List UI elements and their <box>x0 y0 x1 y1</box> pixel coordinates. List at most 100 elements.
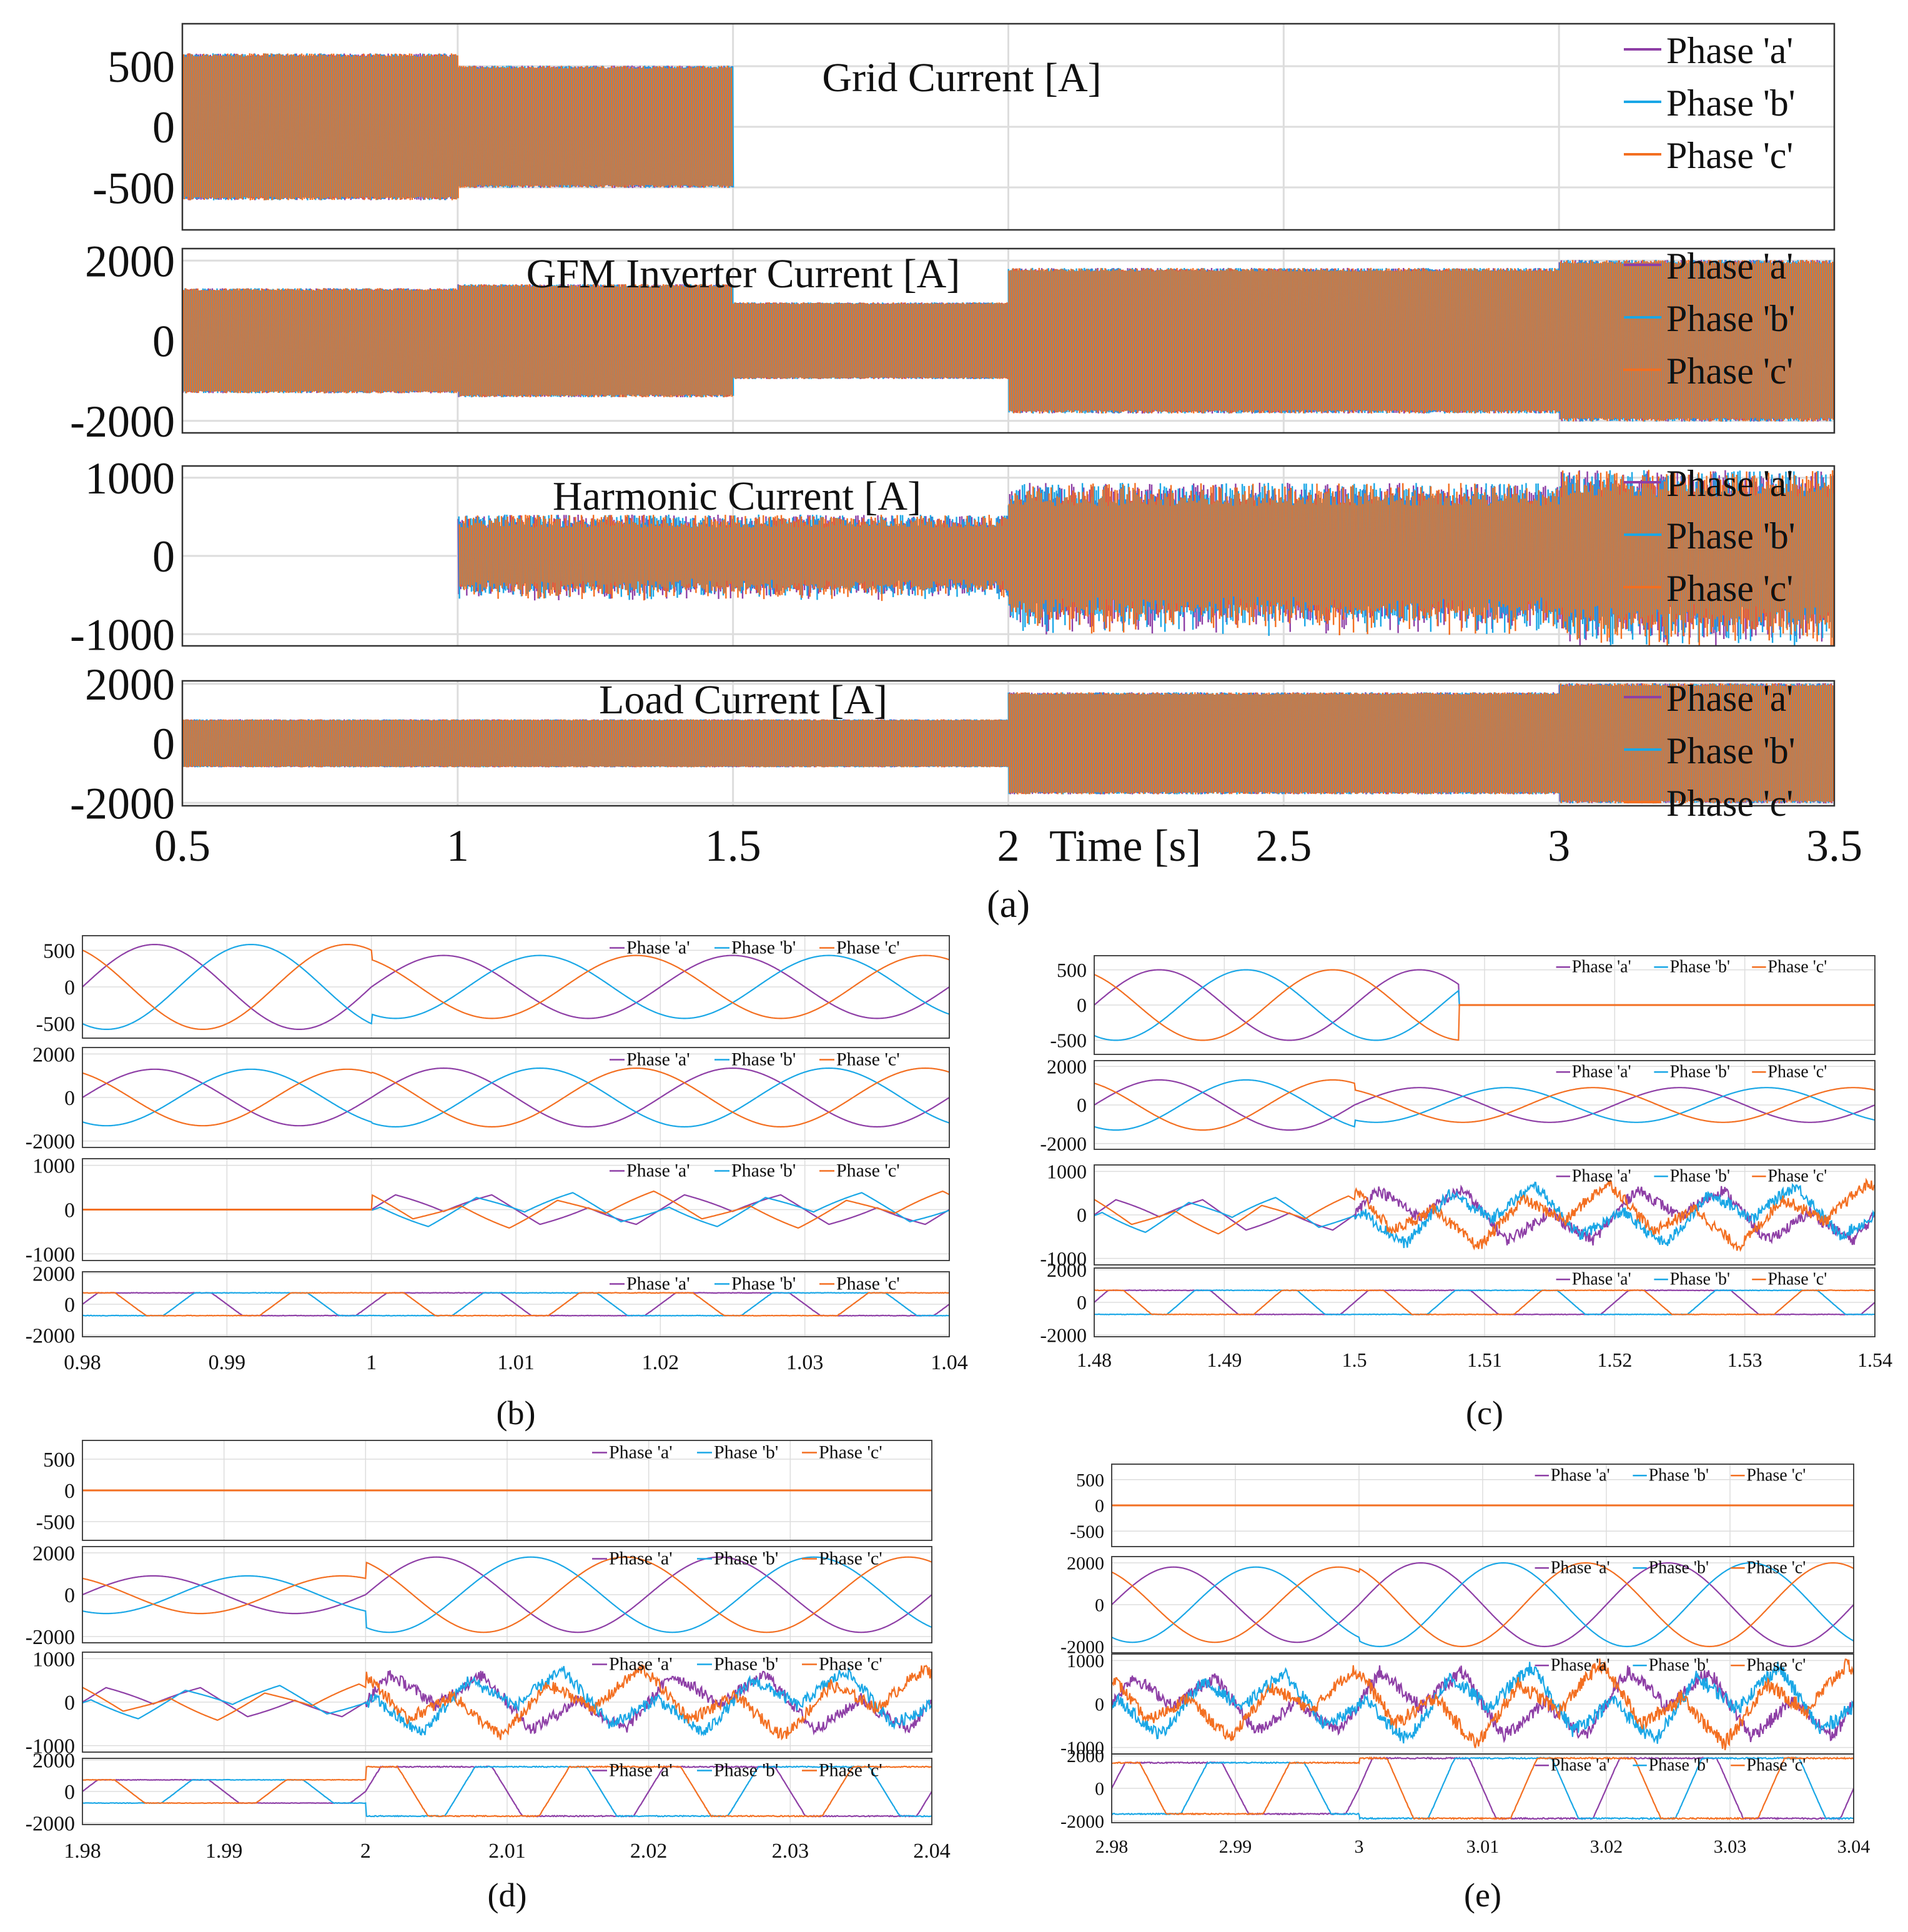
y-tick-label: 500 <box>43 939 75 963</box>
legend-label-a: Phase 'a' <box>1666 463 1793 504</box>
legend-label-b: Phase 'b' <box>1649 1558 1709 1578</box>
legend-label-a: Phase 'a' <box>1666 30 1793 71</box>
y-tick-label: -1000 <box>26 1243 75 1266</box>
x-tick-label: 3.01 <box>1466 1836 1500 1857</box>
subplot-title: Grid Current [A] <box>822 55 1101 101</box>
series-phase-a <box>1094 1289 1875 1315</box>
series-phase-c <box>82 1292 949 1317</box>
y-tick-label: 2000 <box>85 660 175 710</box>
y-tick-label: 0 <box>64 1087 75 1110</box>
y-tick-label: 500 <box>1057 959 1087 981</box>
y-tick-label: 0 <box>64 1480 75 1503</box>
x-tick-label: 3.5 <box>1806 821 1862 871</box>
y-tick-label: 0 <box>152 317 175 367</box>
legend-label-b: Phase 'b' <box>1670 1063 1730 1082</box>
legend-label-a: Phase 'a' <box>1551 1656 1610 1675</box>
y-tick-label: 2000 <box>1047 1259 1087 1281</box>
y-tick-label: 1000 <box>1047 1161 1087 1183</box>
panel-b-subplot-2: 1000 0 -1000 Phase 'a' Phase 'b' Phase 'c' <box>26 1155 950 1266</box>
legend-label-b: Phase 'b' <box>1666 515 1796 557</box>
legend-label-b: Phase 'b' <box>714 1654 778 1675</box>
series-phase-c <box>82 944 949 1030</box>
panel-a-subplot-1: 2000 0 -2000 GFM Inverter Current [A] Phase … <box>70 236 1836 447</box>
y-tick-label: 1000 <box>32 1648 75 1671</box>
axes-frame <box>82 1047 950 1148</box>
legend-label-b: Phase 'b' <box>731 1049 796 1070</box>
x-axis-label: Time [s] <box>1049 821 1201 871</box>
y-tick-label: 0 <box>1077 1094 1087 1116</box>
legend-label-c: Phase 'c' <box>1767 1063 1827 1082</box>
axes-frame <box>181 680 1836 807</box>
waveforms <box>182 259 1834 422</box>
waveforms <box>82 1292 949 1317</box>
waveforms <box>82 1556 932 1633</box>
waveforms <box>1112 1756 1854 1821</box>
legend-label-a: Phase 'a' <box>626 1049 690 1070</box>
y-tick-label: 2000 <box>85 236 175 286</box>
series-phase-b <box>82 944 949 1030</box>
series-phase-b <box>1112 1662 1854 1744</box>
series-phase-b <box>82 1666 932 1736</box>
y-tick-label: 0 <box>64 1199 75 1222</box>
axes-frame <box>82 1271 950 1337</box>
legend-label-c: Phase 'c' <box>836 1049 900 1070</box>
x-tick-label: 1.54 <box>1857 1349 1892 1371</box>
panel-b-subplot-3: 2000 0 -2000 Phase 'a' Phase 'b' Phase 'c' <box>26 1262 950 1347</box>
legend-label-c: Phase 'c' <box>1746 1756 1806 1775</box>
axes-frame <box>82 1440 932 1541</box>
y-tick-label: -1000 <box>1060 1738 1104 1758</box>
legend-label-a: Phase 'a' <box>1666 245 1793 287</box>
series-phase-a <box>82 1292 949 1317</box>
axes-frame <box>82 1758 932 1825</box>
x-tick-label: 2.03 <box>772 1840 809 1863</box>
y-tick-label: -500 <box>1050 1029 1087 1052</box>
y-tick-label: 2000 <box>32 1542 75 1565</box>
subplot-title: GFM Inverter Current [A] <box>526 251 961 297</box>
series-phase-c <box>183 53 733 201</box>
legend-label-c: Phase 'c' <box>836 1161 900 1181</box>
series-phase-b <box>1094 1181 1875 1249</box>
series-phase-a <box>1112 1756 1854 1820</box>
y-tick-label: 500 <box>43 1449 75 1472</box>
legend-label-b: Phase 'b' <box>731 1274 796 1294</box>
x-tick-label: 1.52 <box>1597 1349 1632 1371</box>
series-phase-c <box>458 470 1834 646</box>
legend-label-a: Phase 'a' <box>626 1161 690 1181</box>
x-tick-label: 3.04 <box>1837 1836 1871 1857</box>
series-phase-b <box>82 1765 932 1818</box>
series-phase-a <box>82 1765 932 1818</box>
series-phase-c <box>183 259 1834 422</box>
y-tick-label: -2000 <box>26 1130 75 1153</box>
series-phase-b <box>82 1292 949 1317</box>
legend-label-a: Phase 'a' <box>1572 1063 1631 1082</box>
y-tick-label: 2000 <box>32 1043 75 1066</box>
legend-label-a: Phase 'a' <box>609 1654 673 1675</box>
y-tick-label: 1000 <box>85 453 175 503</box>
waveforms <box>82 944 949 1030</box>
legend-label-a: Phase 'a' <box>1551 1466 1610 1485</box>
waveforms <box>182 683 1834 804</box>
panel-a-subplot-2: 1000 0 -1000 Harmonic Current [A] Phase 'a' P… <box>70 453 1836 660</box>
waveforms <box>1112 1658 1854 1750</box>
axes-frame <box>181 247 1836 434</box>
x-tick-label: 1.5 <box>705 821 761 871</box>
y-tick-label: -1000 <box>70 610 175 660</box>
x-tick-label: 1.02 <box>642 1351 680 1374</box>
y-tick-label: 0 <box>1077 1204 1087 1226</box>
axes-frame <box>82 1158 950 1261</box>
legend-label-c: Phase 'c' <box>1666 350 1793 392</box>
x-tick-label: 0.5 <box>154 821 210 871</box>
x-tick-label: 1.49 <box>1207 1349 1242 1371</box>
legend-label-a: Phase 'a' <box>626 1274 690 1294</box>
legend-label-c: Phase 'c' <box>1746 1558 1806 1578</box>
waveforms <box>1094 1289 1875 1315</box>
legend-label-a: Phase 'a' <box>609 1760 673 1781</box>
x-tick-label: 1.5 <box>1342 1349 1367 1371</box>
panel-d-subplot-0: 500 0 -500 Phase 'a' Phase 'b' Phase 'c' <box>36 1440 932 1541</box>
series-phase-c <box>1112 1658 1854 1750</box>
series-phase-a <box>1112 1665 1854 1743</box>
legend-label-c: Phase 'c' <box>1767 958 1827 977</box>
axes-frame <box>1111 1464 1854 1547</box>
panel-d-subplot-3: 2000 0 -2000 Phase 'a' Phase 'b' Phase 'c' <box>26 1749 932 1835</box>
y-tick-label: 0 <box>64 976 75 999</box>
